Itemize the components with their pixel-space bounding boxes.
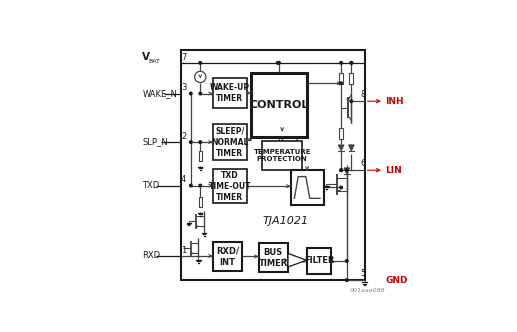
Circle shape xyxy=(340,61,342,64)
Text: LIN: LIN xyxy=(385,166,402,175)
Text: SLEEP/
NORMAL
TIMER: SLEEP/ NORMAL TIMER xyxy=(211,126,249,158)
Circle shape xyxy=(277,61,279,64)
Bar xyxy=(291,170,324,205)
Bar xyxy=(199,197,202,207)
Circle shape xyxy=(345,260,348,262)
Text: CONTROL: CONTROL xyxy=(249,100,309,110)
Text: INH: INH xyxy=(385,97,404,106)
Bar xyxy=(263,141,302,170)
Bar xyxy=(339,128,343,138)
Bar xyxy=(339,73,343,84)
Text: 5: 5 xyxy=(361,269,366,278)
Circle shape xyxy=(195,71,206,83)
Text: TXD: TXD xyxy=(142,181,160,190)
Text: TJA1021: TJA1021 xyxy=(262,216,309,226)
Circle shape xyxy=(340,186,342,189)
Text: WAKE_N: WAKE_N xyxy=(142,89,177,98)
Circle shape xyxy=(350,61,353,64)
Bar xyxy=(251,73,307,137)
Bar xyxy=(307,248,331,274)
Polygon shape xyxy=(348,145,354,151)
Circle shape xyxy=(278,61,280,64)
Text: WAKE-UP
TIMER: WAKE-UP TIMER xyxy=(210,83,250,103)
Text: BAT: BAT xyxy=(148,59,160,64)
Text: 8: 8 xyxy=(361,90,366,99)
Circle shape xyxy=(199,184,202,187)
Polygon shape xyxy=(344,168,349,174)
Bar xyxy=(212,169,247,204)
Text: RXD: RXD xyxy=(142,251,160,260)
Text: 1: 1 xyxy=(181,246,186,255)
Text: BUS
TIMER: BUS TIMER xyxy=(258,248,288,268)
Text: GND: GND xyxy=(385,276,407,285)
Text: 6: 6 xyxy=(361,159,366,168)
Bar xyxy=(212,124,247,160)
Bar xyxy=(349,73,354,84)
Circle shape xyxy=(350,61,353,64)
Text: 7: 7 xyxy=(181,52,187,61)
Bar xyxy=(212,78,247,108)
Circle shape xyxy=(190,184,192,187)
Circle shape xyxy=(345,279,348,282)
Text: 2: 2 xyxy=(181,132,186,141)
Text: 001aae088: 001aae088 xyxy=(349,288,385,293)
Polygon shape xyxy=(338,145,344,151)
Bar xyxy=(199,151,202,161)
Text: TEMPERATURE
PROTECTION: TEMPERATURE PROTECTION xyxy=(253,149,311,162)
Circle shape xyxy=(350,100,353,103)
Circle shape xyxy=(340,169,342,172)
Polygon shape xyxy=(288,253,307,267)
Text: 3: 3 xyxy=(181,83,187,92)
Text: SLP_N: SLP_N xyxy=(142,137,168,147)
Text: FILTER: FILTER xyxy=(304,256,334,266)
Circle shape xyxy=(345,169,348,172)
Circle shape xyxy=(199,92,202,95)
Circle shape xyxy=(190,92,192,95)
Bar xyxy=(180,50,364,280)
Circle shape xyxy=(340,82,342,85)
Text: V: V xyxy=(142,51,150,61)
Bar xyxy=(212,242,242,271)
Text: 4: 4 xyxy=(181,175,186,184)
Circle shape xyxy=(340,169,342,172)
Circle shape xyxy=(190,141,192,143)
Circle shape xyxy=(199,61,202,64)
Text: TXD
TIME-OUT
TIMER: TXD TIME-OUT TIMER xyxy=(208,171,251,202)
Circle shape xyxy=(199,141,202,143)
Bar xyxy=(258,243,288,273)
Text: RXD/
INT: RXD/ INT xyxy=(216,246,239,267)
